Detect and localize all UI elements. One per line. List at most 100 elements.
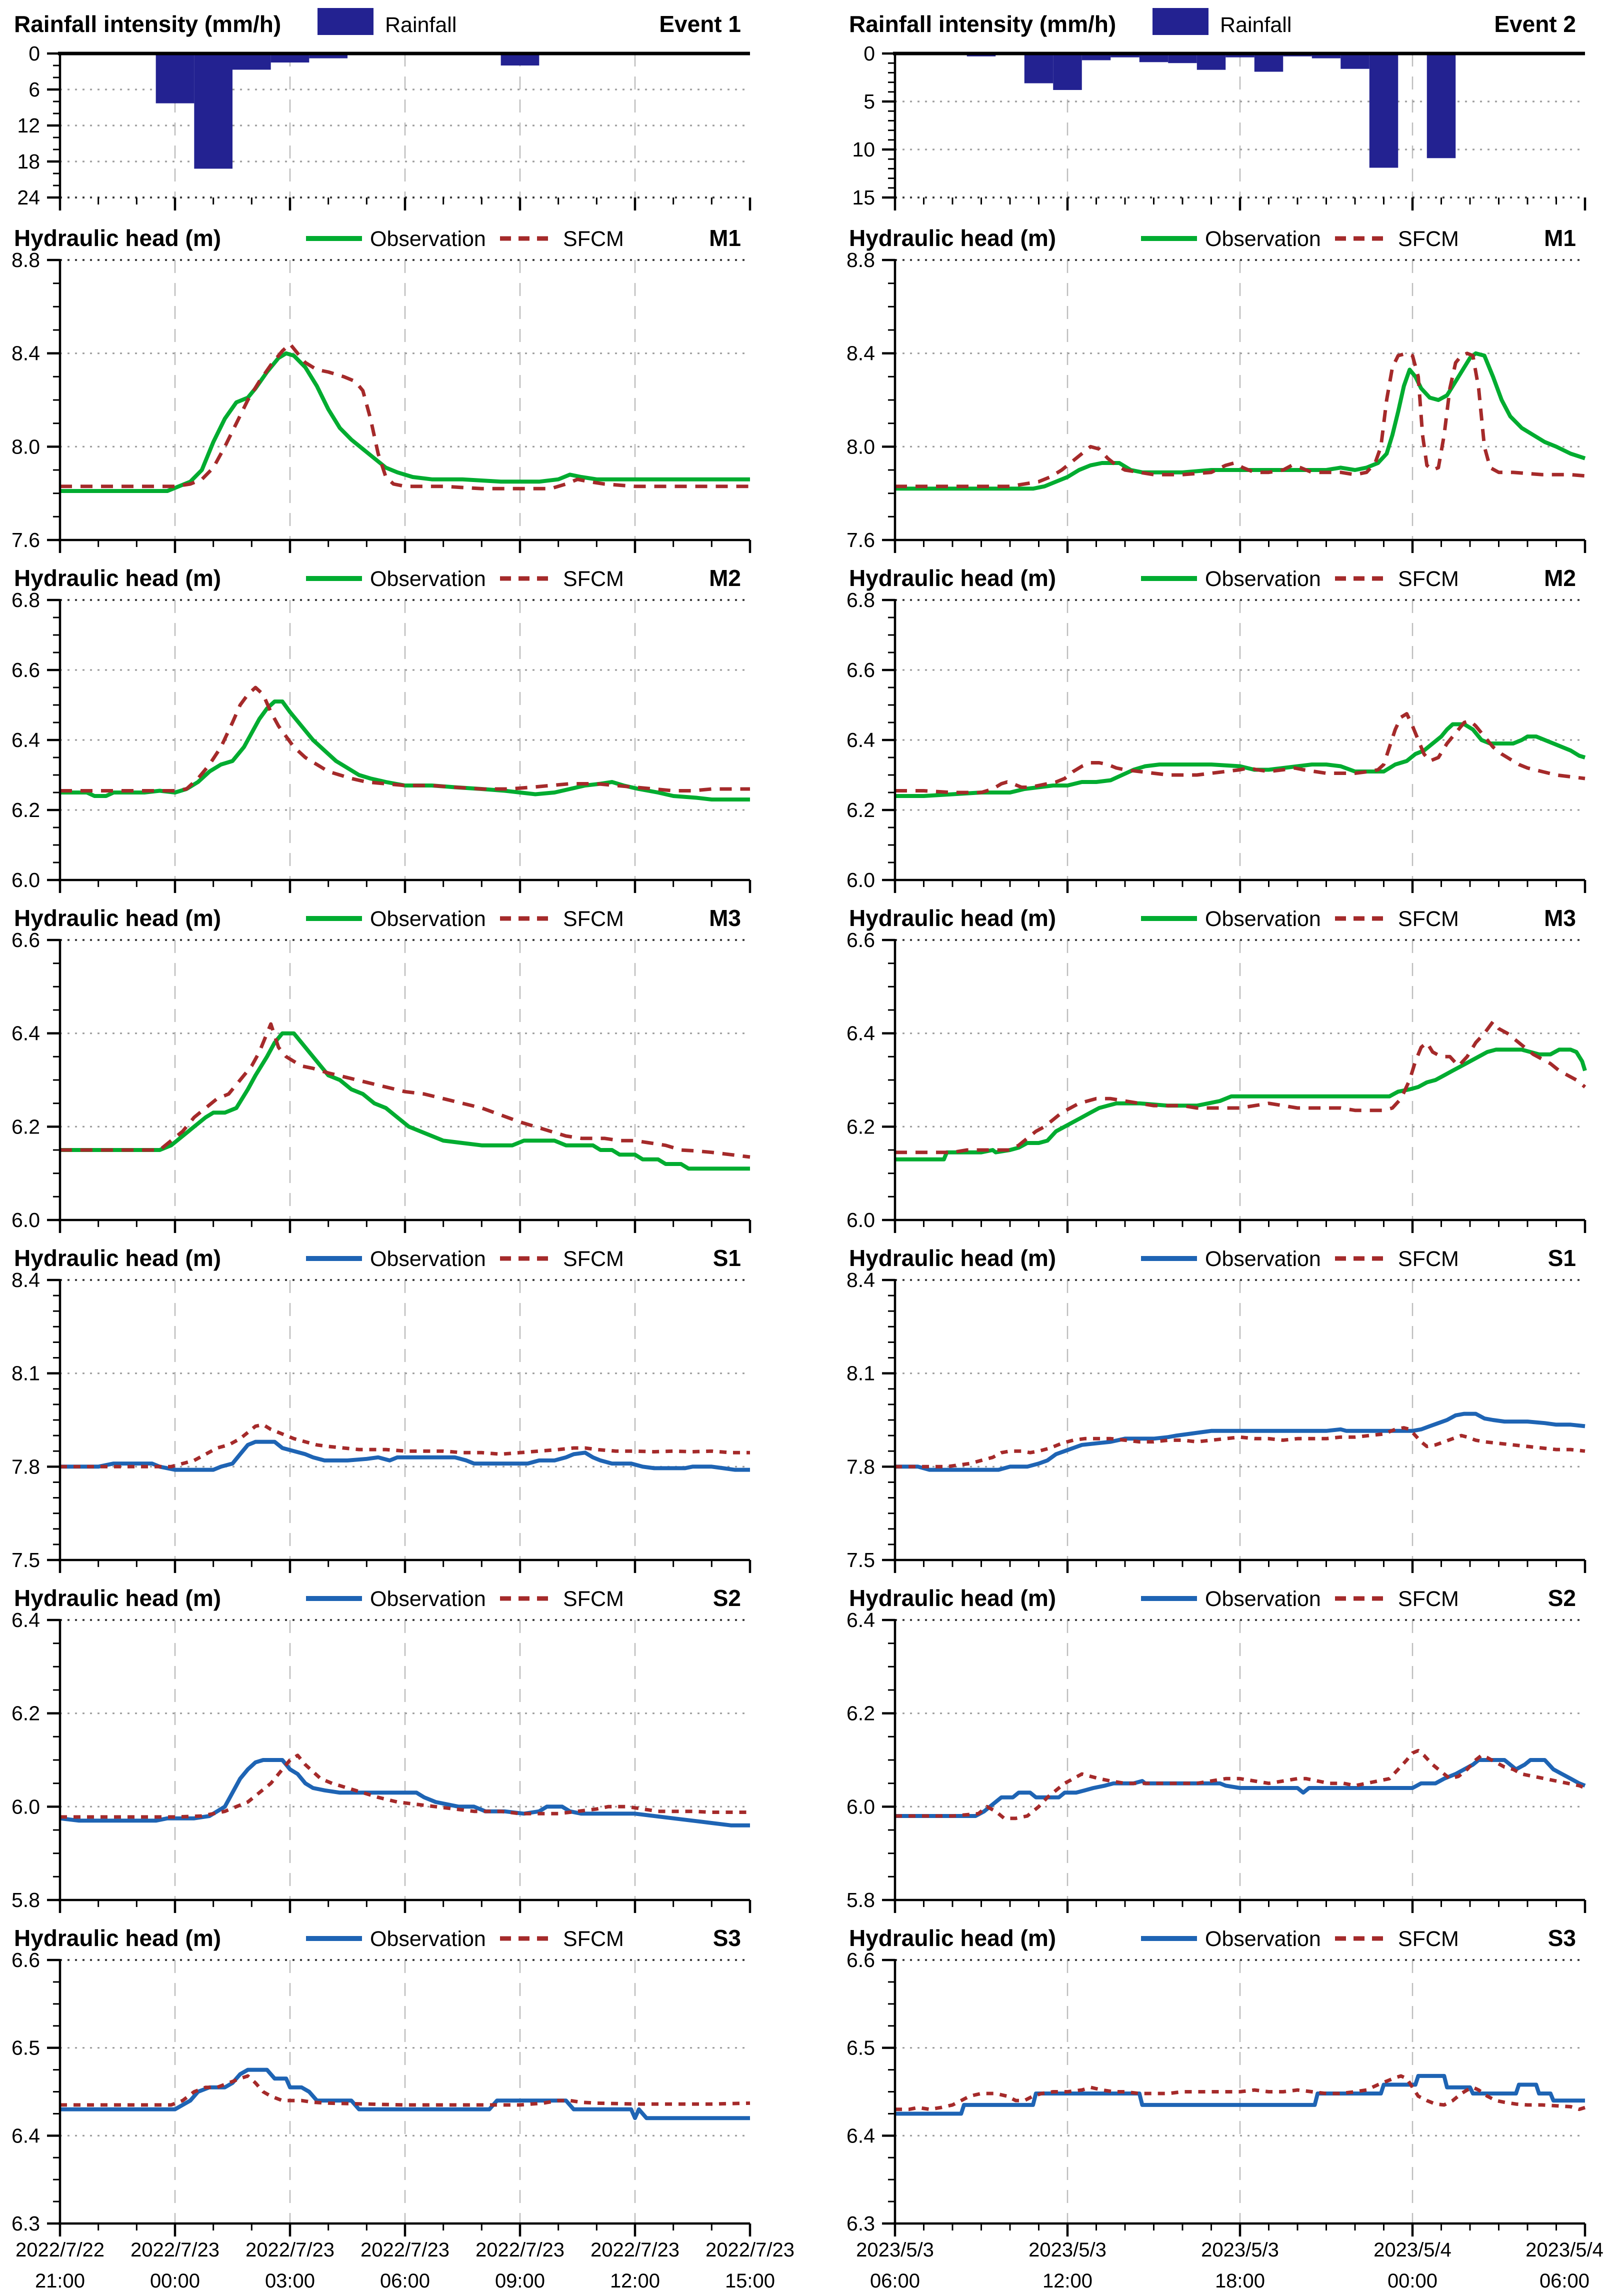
x-tick-time-label: 09:00 [495, 2270, 545, 2292]
y-tick-label: 6.6 [12, 928, 40, 952]
sfcm-legend-label: SFCM [563, 907, 624, 931]
y-tick-label: 7.5 [846, 1548, 875, 1572]
rainfall-bar [1340, 54, 1370, 69]
panel-y-axis-title: Hydraulic head (m) [14, 1245, 221, 1271]
observation-legend-label: Observation [1205, 1927, 1321, 1951]
y-tick-label: 6.2 [12, 1115, 40, 1138]
x-tick-time-label: 12:00 [610, 2270, 660, 2292]
y-tick-label: 6.0 [846, 868, 875, 892]
sfcm-series [895, 1748, 1586, 1820]
panel-y-axis-title: Hydraulic head (m) [849, 1585, 1056, 1611]
sfcm-series [895, 1426, 1586, 1468]
y-tick-label: 6.6 [846, 928, 875, 952]
y-tick-label: 8.4 [846, 1268, 875, 1292]
sfcm-series [895, 352, 1586, 488]
y-tick-label: 5 [864, 90, 875, 113]
x-tick-date-label: 2022/7/23 [360, 2239, 450, 2261]
panel-id-label: M1 [1544, 225, 1576, 251]
rainfall-bar [1226, 54, 1254, 58]
x-tick-date-label: 2023/5/4 [1526, 2239, 1604, 2261]
y-tick-label: 6.4 [846, 1608, 875, 1632]
observation-legend-label: Observation [1205, 227, 1321, 251]
panel-s3-event-1: Hydraulic head (m) S3 Observation SFCM 6.3 6.… [12, 1925, 794, 2292]
observation-legend-label: Observation [1205, 1247, 1321, 1271]
observation-legend-label: Observation [1205, 567, 1321, 591]
y-tick-label: 6.4 [846, 728, 875, 752]
panel-y-axis-title: Hydraulic head (m) [849, 225, 1056, 251]
rainfall-bar [232, 54, 271, 70]
observation-series [60, 1440, 750, 1472]
y-tick-label: 8.4 [12, 1268, 40, 1292]
x-tick-date-label: 2022/7/23 [706, 2239, 794, 2261]
rainfall-bar [1254, 54, 1284, 72]
x-tick-time-label: 00:00 [150, 2270, 200, 2292]
observation-series [60, 1031, 750, 1171]
observation-series [895, 722, 1586, 798]
rainfall-bar [1196, 54, 1226, 70]
observation-series [895, 351, 1586, 491]
rainfall-bar [500, 54, 540, 66]
panel-y-axis-title: Rainfall intensity (mm/h) [849, 11, 1116, 37]
y-tick-label: 5.8 [12, 1888, 40, 1912]
panel-id-label: M3 [709, 905, 741, 931]
panel-y-axis-title: Hydraulic head (m) [849, 905, 1056, 931]
panel-m1-event-1: Hydraulic head (m) M1 Observation SFCM 7.6 8.… [12, 225, 752, 553]
panel-m2-event-2: Hydraulic head (m) M2 Observation SFCM 6.0 6.… [846, 565, 1586, 893]
panel-y-axis-title: Hydraulic head (m) [849, 1925, 1056, 1951]
x-tick-date-label: 2022/7/23 [476, 2239, 564, 2261]
x-tick-time-label: 06:00 [1540, 2270, 1590, 2292]
y-tick-label: 6.4 [12, 1022, 40, 1045]
sfcm-legend-label: SFCM [1398, 227, 1459, 251]
rainfall-bar [1024, 54, 1054, 84]
rainfall-legend-label: Rainfall [385, 13, 456, 37]
panel-id-label: M2 [709, 565, 741, 591]
y-tick-label: 15 [852, 186, 875, 209]
y-tick-label: 6.5 [12, 2036, 40, 2060]
panel-s3-event-2: Hydraulic head (m) S3 Observation SFCM 6.3 6.… [846, 1925, 1604, 2292]
rainfall-legend-swatch [318, 8, 374, 35]
x-tick-date-label: 2023/5/3 [1201, 2239, 1279, 2261]
sfcm-legend-label: SFCM [1398, 907, 1459, 931]
y-tick-label: 5.8 [846, 1888, 875, 1912]
panel-id-label: S1 [713, 1245, 741, 1271]
y-tick-label: 6.0 [846, 1208, 875, 1232]
panel-id-label: S2 [1548, 1585, 1576, 1611]
sfcm-legend-label: SFCM [563, 1927, 624, 1951]
rainfall-bar [194, 54, 232, 169]
x-tick-date-label: 2023/5/3 [1028, 2239, 1106, 2261]
panel-m2-event-1: Hydraulic head (m) M2 Observation SFCM 6.0 6.… [12, 565, 752, 893]
y-tick-label: 6.2 [12, 1702, 40, 1725]
panel-y-axis-title: Hydraulic head (m) [14, 565, 221, 591]
observation-legend-label: Observation [370, 567, 486, 591]
rainfall-legend-label: Rainfall [1220, 13, 1292, 37]
x-tick-date-label: 2023/5/4 [1374, 2239, 1452, 2261]
y-tick-label: 6.2 [846, 1115, 875, 1138]
rainfall-bar [1369, 54, 1398, 168]
y-tick-label: 8.1 [846, 1362, 875, 1385]
y-tick-label: 8.8 [846, 248, 875, 272]
y-tick-label: 6.4 [12, 1608, 40, 1632]
rainfall-bar [1168, 54, 1197, 64]
sfcm-series [895, 2074, 1586, 2112]
panel-s2-event-2: Hydraulic head (m) S2 Observation SFCM 5.8 6.… [846, 1585, 1586, 1913]
y-tick-label: 6.4 [12, 728, 40, 752]
y-tick-label: 6.8 [12, 588, 40, 612]
y-tick-label: 12 [17, 114, 40, 137]
rainfall-bar [1312, 54, 1341, 58]
rainfall-bar [156, 54, 194, 104]
y-tick-label: 6.6 [846, 658, 875, 682]
y-tick-label: 8.4 [12, 342, 40, 365]
y-tick-label: 24 [17, 186, 40, 209]
observation-legend-label: Observation [370, 1587, 486, 1611]
x-tick-date-label: 2023/5/3 [856, 2239, 934, 2261]
y-tick-label: 10 [852, 138, 875, 161]
y-tick-label: 8.0 [846, 435, 875, 458]
y-tick-label: 6.6 [12, 658, 40, 682]
panel-m3-event-1: Hydraulic head (m) M3 Observation SFCM 6.0 6.… [12, 905, 752, 1233]
y-tick-label: 6.2 [846, 798, 875, 822]
y-tick-label: 0 [28, 42, 40, 65]
observation-series [895, 1412, 1586, 1472]
y-tick-label: 6.5 [846, 2036, 875, 2060]
y-tick-label: 6.4 [12, 2124, 40, 2147]
